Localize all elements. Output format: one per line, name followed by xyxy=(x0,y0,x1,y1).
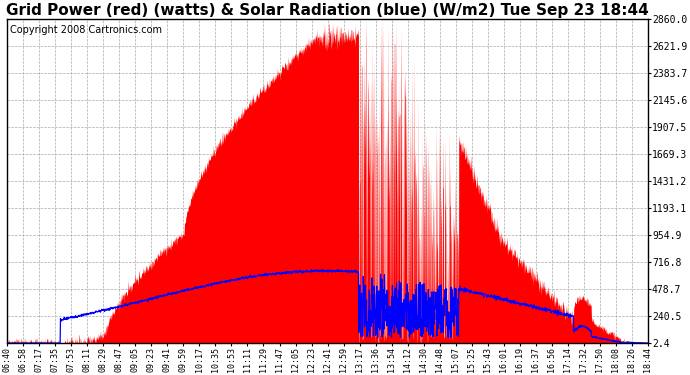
Title: Grid Power (red) (watts) & Solar Radiation (blue) (W/m2) Tue Sep 23 18:44: Grid Power (red) (watts) & Solar Radiati… xyxy=(6,3,649,18)
Text: Copyright 2008 Cartronics.com: Copyright 2008 Cartronics.com xyxy=(10,26,162,35)
